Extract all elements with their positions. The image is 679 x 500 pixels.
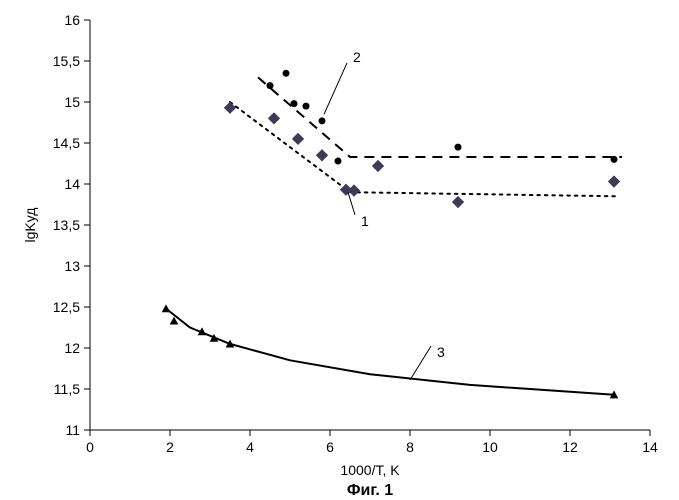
y-tick-label: 13,5 bbox=[53, 217, 80, 233]
y-tick-label: 14,5 bbox=[53, 135, 80, 151]
series-1-annotation-label: 1 bbox=[361, 213, 369, 229]
x-tick-label: 6 bbox=[326, 439, 334, 455]
figure-label: Фиг. 1 bbox=[347, 482, 393, 499]
series-2-fit-line bbox=[258, 77, 622, 157]
series-3-fit-line bbox=[166, 309, 614, 395]
y-axis-label: lgKуд bbox=[22, 208, 38, 243]
series-2-annotation-line bbox=[324, 63, 347, 114]
series-2-marker bbox=[455, 144, 462, 151]
series-2-marker bbox=[291, 100, 298, 107]
series-1-marker bbox=[316, 149, 328, 161]
x-tick-label: 10 bbox=[482, 439, 498, 455]
series-2-marker bbox=[303, 103, 310, 110]
x-axis-label: 1000/T, K bbox=[340, 462, 400, 478]
series-1-marker bbox=[372, 160, 384, 172]
x-tick-label: 4 bbox=[246, 439, 254, 455]
y-tick-label: 12,5 bbox=[53, 299, 80, 315]
series-2-marker bbox=[319, 117, 326, 124]
series-2-marker bbox=[267, 82, 274, 89]
y-tick-label: 15,5 bbox=[53, 53, 80, 69]
series-1-marker bbox=[224, 102, 236, 114]
series-3-annotation-line bbox=[410, 346, 431, 380]
chart-figure: 024681012141111,51212,51313,51414,51515,… bbox=[0, 0, 679, 500]
y-tick-label: 11,5 bbox=[54, 381, 80, 397]
series-2-marker bbox=[283, 70, 290, 77]
series-3-annotation-label: 3 bbox=[437, 344, 445, 360]
y-tick-label: 14 bbox=[64, 176, 80, 192]
x-tick-label: 12 bbox=[562, 439, 578, 455]
series-1-marker bbox=[348, 184, 360, 196]
x-tick-label: 14 bbox=[642, 439, 658, 455]
series-1-marker bbox=[292, 133, 304, 145]
x-tick-label: 8 bbox=[406, 439, 414, 455]
series-2-annotation-label: 2 bbox=[353, 49, 361, 65]
series-1-marker bbox=[268, 112, 280, 124]
series-1-marker bbox=[452, 196, 464, 208]
y-tick-label: 12 bbox=[64, 340, 80, 356]
series-2-marker bbox=[611, 156, 618, 163]
x-tick-label: 0 bbox=[86, 439, 94, 455]
y-tick-label: 11 bbox=[65, 422, 80, 438]
y-tick-label: 13 bbox=[64, 258, 80, 274]
x-tick-label: 2 bbox=[166, 439, 174, 455]
series-1-marker bbox=[608, 175, 620, 187]
series-1-fit-line bbox=[230, 102, 618, 196]
series-2-marker bbox=[335, 158, 342, 165]
y-tick-label: 15 bbox=[64, 94, 80, 110]
y-tick-label: 16 bbox=[64, 12, 80, 28]
series-3-marker bbox=[162, 304, 171, 312]
